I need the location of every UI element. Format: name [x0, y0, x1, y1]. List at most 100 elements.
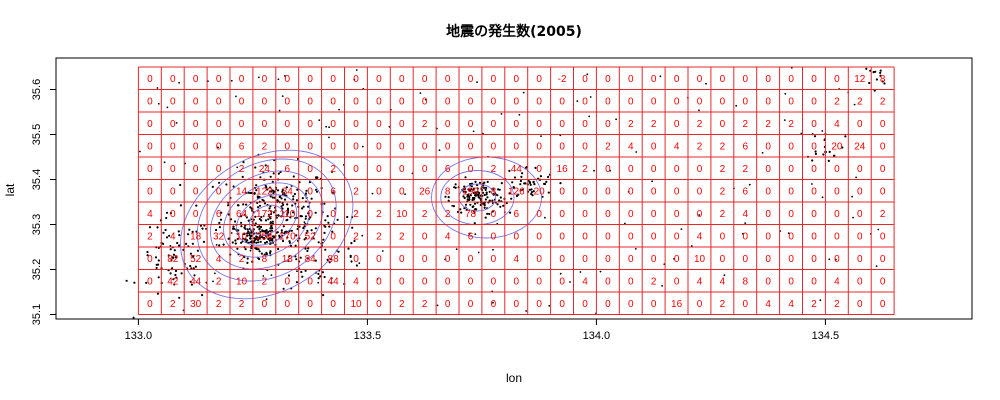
- earthquake-point: [280, 215, 283, 218]
- earthquake-point: [877, 228, 880, 231]
- cell-count-label: 0: [857, 254, 863, 265]
- earthquake-point: [491, 199, 494, 202]
- earthquake-point: [303, 221, 306, 224]
- earthquake-point: [306, 257, 309, 260]
- earthquake-point: [295, 258, 298, 261]
- earthquake-point: [269, 221, 272, 224]
- earthquake-point: [280, 229, 283, 232]
- earthquake-point: [513, 176, 517, 179]
- cell-count-label: 0: [147, 141, 153, 152]
- earthquake-point: [304, 215, 308, 218]
- earthquake-point: [263, 202, 267, 205]
- cell-count-label: 0: [330, 119, 336, 130]
- y-tick-label: 35.5: [31, 124, 43, 145]
- earthquake-point: [479, 203, 482, 207]
- earthquake-point: [191, 242, 194, 245]
- cell-count-label: 0: [880, 231, 886, 242]
- cell-count-label: 32: [213, 231, 225, 242]
- earthquake-point: [257, 206, 260, 209]
- cell-count-label: 190: [462, 186, 479, 197]
- cell-count-label: 6: [743, 141, 749, 152]
- cell-count-label: 0: [307, 96, 313, 107]
- earthquake-point: [269, 227, 272, 230]
- earthquake-point: [479, 194, 482, 197]
- earthquake-point: [541, 195, 544, 198]
- earthquake-point: [177, 230, 180, 233]
- earthquake-point: [249, 235, 252, 238]
- earthquake-point: [530, 192, 533, 196]
- earthquake-point: [833, 154, 836, 157]
- earthquake-point: [485, 193, 488, 196]
- cell-count-label: 4: [788, 299, 794, 310]
- earthquake-point: [361, 145, 364, 148]
- cell-count-label: 0: [330, 74, 336, 85]
- earthquake-point: [464, 176, 467, 179]
- earthquake-point: [269, 251, 272, 255]
- cell-count-label: 0: [834, 209, 840, 220]
- earthquake-point: [483, 181, 486, 184]
- cell-count-label: 0: [147, 186, 153, 197]
- cell-count-label: 18: [190, 231, 202, 242]
- earthquake-point: [174, 269, 178, 273]
- earthquake-point: [133, 281, 136, 284]
- earthquake-point: [460, 211, 463, 214]
- earthquake-point: [283, 232, 286, 235]
- cell-count-label: 20: [831, 141, 843, 152]
- earthquake-point: [851, 195, 853, 198]
- earthquake-point: [227, 204, 230, 207]
- earthquake-point: [525, 166, 528, 169]
- cell-count-label: 0: [330, 299, 336, 310]
- cell-count-label: 0: [193, 141, 199, 152]
- earthquake-point: [324, 225, 327, 228]
- earthquake-point: [814, 150, 817, 153]
- earthquake-point: [249, 249, 252, 252]
- cell-count-label: 4: [445, 231, 451, 242]
- cell-count-label: 0: [239, 119, 245, 130]
- earthquake-point: [447, 196, 450, 199]
- earthquake-point: [269, 190, 272, 193]
- cell-count-label: 44: [328, 276, 340, 287]
- earthquake-point: [609, 169, 611, 172]
- earthquake-point: [185, 242, 188, 245]
- earthquake-point: [269, 186, 272, 189]
- earthquake-point: [523, 182, 526, 185]
- earthquake-point: [492, 248, 494, 251]
- earthquake-point: [139, 150, 141, 153]
- earthquake-point: [260, 235, 264, 239]
- cell-count-label: 0: [674, 96, 680, 107]
- earthquake-point: [500, 113, 503, 115]
- cell-count-label: 2: [743, 164, 749, 175]
- earthquake-point: [576, 100, 579, 102]
- cell-count-label: 0: [674, 254, 680, 265]
- earthquake-point: [280, 197, 283, 200]
- cell-count-label: 0: [422, 231, 428, 242]
- earthquake-point: [586, 73, 589, 76]
- earthquake-point: [508, 192, 511, 195]
- earthquake-point: [328, 136, 330, 139]
- cell-count-label: 0: [514, 276, 520, 287]
- earthquake-point: [173, 283, 176, 286]
- x-tick-label: 134.0: [583, 330, 611, 342]
- earthquake-point: [295, 234, 298, 237]
- cell-count-label: 0: [788, 141, 794, 152]
- contour-line: [196, 158, 337, 282]
- earthquake-point: [269, 175, 272, 178]
- cell-count-label: 0: [376, 119, 382, 130]
- earthquake-point: [520, 175, 523, 178]
- cell-count-label: 2: [239, 164, 245, 175]
- earthquake-point: [627, 191, 630, 193]
- earthquake-point: [521, 172, 524, 175]
- earthquake-point: [488, 199, 491, 202]
- earthquake-point: [358, 262, 361, 265]
- earthquake-point: [317, 241, 320, 244]
- earthquake-point: [279, 170, 282, 174]
- cell-count-label: 0: [559, 276, 565, 287]
- earthquake-point: [269, 212, 273, 216]
- earthquake-point: [499, 205, 502, 208]
- earthquake-point: [492, 301, 494, 304]
- cell-count-label: 0: [674, 119, 680, 130]
- cell-count-label: 0: [697, 74, 703, 85]
- earthquake-point: [272, 192, 275, 195]
- cell-count-label: 0: [880, 164, 886, 175]
- earthquake-point: [532, 190, 535, 193]
